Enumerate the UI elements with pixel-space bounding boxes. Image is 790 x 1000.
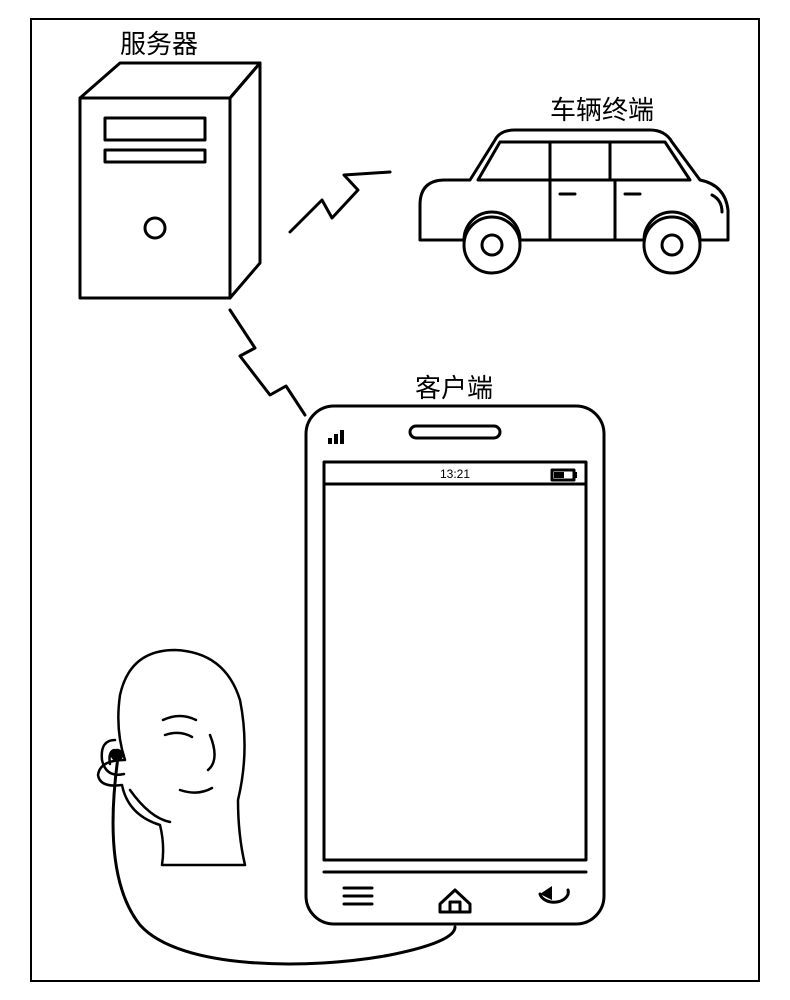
server-icon [70, 58, 290, 308]
phone-time-text: 13:21 [440, 467, 470, 481]
connection-bolt-server-vehicle-icon [280, 160, 400, 260]
earphone-cord-icon [110, 755, 470, 975]
server-label: 服务器 [120, 24, 198, 61]
vehicle-icon [400, 110, 740, 300]
